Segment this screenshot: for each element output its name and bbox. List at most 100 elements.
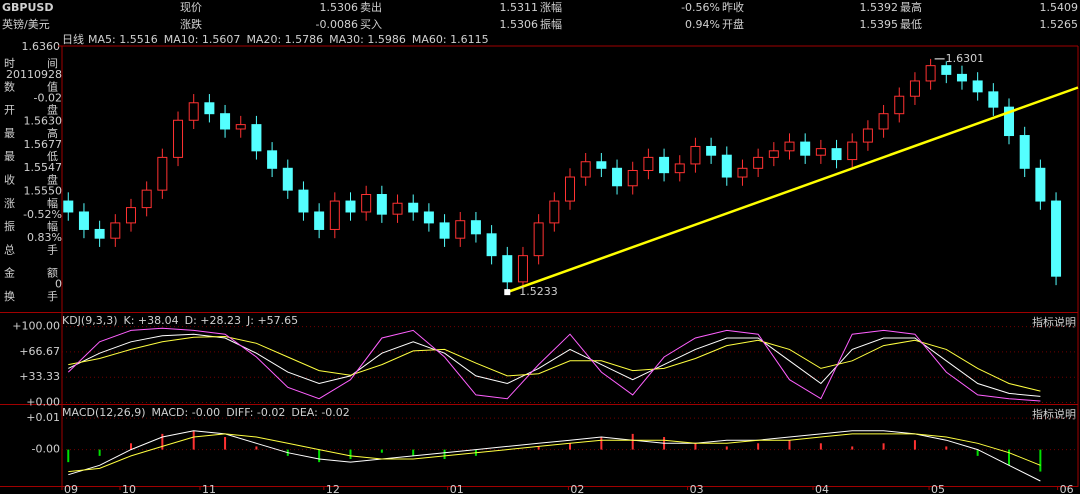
candle-body (1004, 106, 1015, 137)
candle-body (612, 167, 623, 187)
candle-body (972, 80, 983, 93)
x-tick-label: 04 (815, 483, 829, 494)
sidebar-value: -0.02 (34, 91, 62, 104)
candle-body (768, 150, 779, 158)
sidebar-value: -0.52% (23, 208, 62, 221)
x-tick-label: 12 (326, 483, 340, 494)
candle-body (329, 200, 340, 230)
y-tick-label: +33.33 (19, 370, 60, 383)
candle-body (721, 154, 732, 178)
sidebar-label: 总 (4, 242, 15, 256)
candle-body (596, 161, 607, 169)
candle-body (1051, 200, 1062, 277)
candle-body (439, 222, 450, 239)
sidebar-label: 幅 (47, 220, 58, 233)
candle-body (925, 65, 936, 82)
x-tick-label: 05 (931, 483, 945, 494)
sidebar-label: 额 (47, 267, 58, 280)
candle-body (800, 141, 811, 156)
candle-body (502, 255, 513, 283)
candle-body (1019, 135, 1030, 169)
quote-value: -0.0086 (316, 18, 358, 31)
sidebar-value: 0 (55, 278, 62, 291)
sidebar-label: 换 (4, 289, 15, 303)
quote-label: 昨收 (722, 0, 744, 14)
quote-label: 最低 (900, 18, 922, 31)
candle-body (204, 102, 215, 115)
candle-body (486, 233, 497, 257)
candle-body (565, 176, 575, 202)
candle-body (643, 156, 654, 171)
candle-body (141, 189, 152, 209)
quote-label: 现价 (180, 1, 202, 14)
candle-body (392, 202, 403, 215)
candle-body (125, 207, 136, 224)
sidebar-label: 涨 (4, 197, 15, 210)
sidebar-label: 值 (47, 80, 58, 93)
sidebar-label: 收 (4, 173, 15, 187)
candle-body (941, 65, 952, 75)
candle-body (956, 73, 967, 82)
quote-value: 1.5265 (1040, 18, 1079, 31)
y-tick-label: -0.00 (32, 443, 60, 456)
candle-body (517, 255, 528, 283)
sidebar-label: 手 (47, 242, 58, 256)
legend-entry: MACD: -0.00 (152, 406, 221, 419)
indicator-line (68, 430, 1041, 482)
legend-entry: MA30: 1.5986 (329, 33, 406, 46)
quote-value: 1.5392 (860, 1, 899, 14)
sidebar-value: 0.83% (27, 231, 62, 244)
symbol: GBPUSD (2, 1, 53, 14)
candle-body (251, 124, 262, 152)
candle-body (78, 211, 89, 230)
sidebar-value: 1.5630 (24, 115, 63, 128)
symbol-name: 英镑/美元 (2, 17, 50, 31)
sidebar-label: 盘 (47, 103, 58, 117)
candle-body (361, 194, 372, 213)
quote-value: -0.56% (681, 1, 720, 14)
candle-body (94, 228, 105, 239)
quote-value: 1.5306 (320, 1, 359, 14)
quote-label: 涨跌 (180, 17, 202, 31)
sidebar-label: 振 (4, 219, 15, 233)
candle-body (737, 167, 748, 178)
sidebar-label: 幅 (47, 197, 58, 210)
quote-label: 卖出 (360, 0, 382, 14)
x-tick-label: 10 (122, 483, 136, 494)
x-tick-label: 09 (64, 483, 78, 494)
indicator-note: 指标说明 (1032, 315, 1076, 329)
candle-body (157, 156, 168, 191)
quote-value: 1.5395 (860, 18, 899, 31)
candle-body (220, 113, 231, 130)
legend-entry: MA60: 1.6115 (412, 33, 489, 46)
candle-body (753, 156, 764, 169)
x-tick-label: 01 (450, 483, 464, 494)
candle-body (533, 222, 544, 257)
candle-body (110, 222, 121, 239)
legend-entry: J: +57.65 (246, 314, 298, 327)
legend-entry: D: +28.23 (185, 314, 241, 327)
candle-body (455, 220, 466, 239)
period-label: 日线 (62, 32, 84, 46)
indicator-note: 指标说明 (1032, 407, 1076, 421)
y-tick-label: +0.00 (26, 395, 60, 408)
quote-label: 买入 (360, 18, 382, 31)
legend-entry: MA5: 1.5516 (88, 33, 158, 46)
candle-body (674, 163, 685, 174)
sidebar-label: 手 (47, 289, 58, 303)
quote-value: 1.5311 (500, 1, 539, 14)
sidebar-label: 间 (47, 57, 58, 70)
candle-body (862, 128, 873, 143)
sidebar-value: 1.5547 (24, 161, 63, 174)
y-tick-label: 1.6360 (22, 40, 61, 53)
sidebar-value: 1.5677 (24, 138, 63, 151)
candle-body (1035, 167, 1046, 202)
candle-body (831, 148, 842, 161)
quote-label: 最高 (900, 0, 922, 14)
candle-body (282, 167, 293, 191)
sidebar-label: 高 (47, 126, 58, 140)
candle-body (314, 211, 325, 230)
x-tick-label: 02 (570, 483, 584, 494)
indicator-line (68, 333, 1041, 397)
